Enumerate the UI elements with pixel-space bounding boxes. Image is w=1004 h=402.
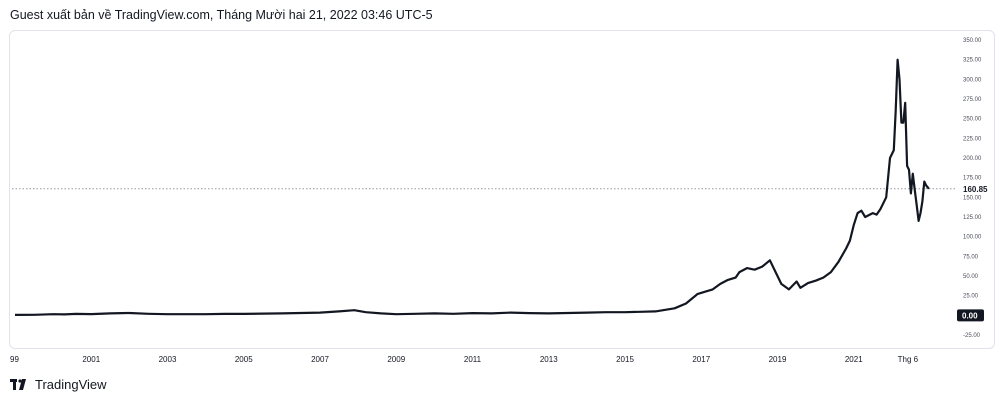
last-price-label-bg xyxy=(957,182,993,195)
x-tick-label: 2009 xyxy=(387,355,405,364)
y-tick-label: 200.00 xyxy=(963,156,982,162)
x-tick-label: 2015 xyxy=(616,355,634,364)
y-tick-label: 150.00 xyxy=(963,195,982,201)
x-tick-label: 2005 xyxy=(235,355,253,364)
y-tick-label: 50.00 xyxy=(963,274,979,280)
tradingview-logo-icon xyxy=(10,378,26,390)
y-tick-label: 300.00 xyxy=(963,77,982,83)
y-tick-label: 175.00 xyxy=(963,176,982,182)
publisher-line: Guest xuất bản về TradingView.com, Tháng… xyxy=(10,8,433,22)
y-tick-label: 275.00 xyxy=(963,97,982,103)
x-tick-label: 2003 xyxy=(159,355,177,364)
brand-name[interactable]: TradingView xyxy=(35,376,107,392)
y-tick-label: -25.00 xyxy=(963,333,981,339)
y-tick-label: 100.00 xyxy=(963,235,982,241)
x-tick-label: 2017 xyxy=(692,355,710,364)
y-tick-label: 25.00 xyxy=(963,294,979,300)
x-axis[interactable]: 99 2001 2003 2005 2007 2009 2011 2013 2015 2017 20… xyxy=(10,355,919,364)
y-tick-label: 250.00 xyxy=(963,117,982,123)
y-tick-label: 75.00 xyxy=(963,254,979,260)
zero-price-label-text: 0.00 xyxy=(962,311,978,320)
y-axis[interactable]: 350.00 325.00 300.00 275.00 250.00 225.00 200.… xyxy=(963,38,982,339)
y-tick-label: 350.00 xyxy=(963,38,982,44)
chart-frame xyxy=(9,30,995,349)
x-tick-label: 2021 xyxy=(845,355,863,364)
x-tick-label: 2011 xyxy=(464,355,482,364)
price-series-line xyxy=(14,58,930,316)
x-tick-label: 99 xyxy=(10,355,19,364)
x-tick-label: 2019 xyxy=(769,355,787,364)
zero-price-label-bg xyxy=(957,309,984,322)
footer: TradingView xyxy=(10,376,107,392)
x-tick-label: 2013 xyxy=(540,355,558,364)
y-tick-label: 225.00 xyxy=(963,136,982,142)
last-price-label-text: 160.85 xyxy=(963,185,988,194)
y-tick-label: 325.00 xyxy=(963,58,982,64)
y-tick-label: 125.00 xyxy=(963,215,982,221)
last-price-label: 160.85 xyxy=(957,182,993,195)
x-tick-label: 2007 xyxy=(311,355,329,364)
x-tick-label: 2001 xyxy=(82,355,100,364)
x-tick-label: Thg 6 xyxy=(898,355,919,364)
zero-price-label: 0.00 xyxy=(957,309,984,322)
